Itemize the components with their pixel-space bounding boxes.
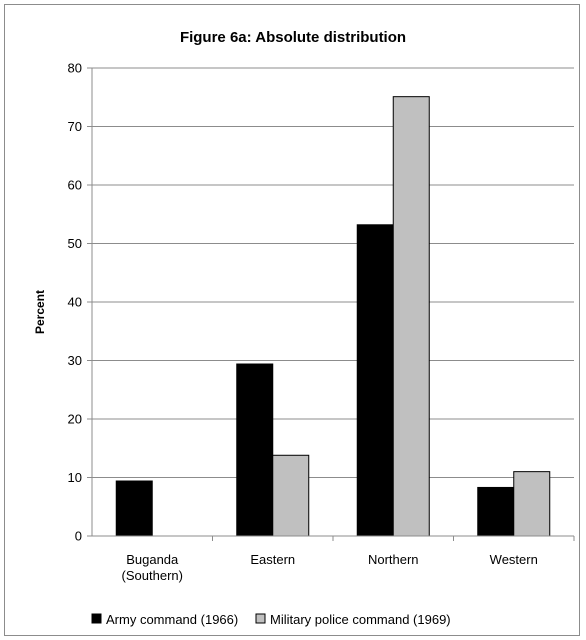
bar-military-police-2 [392,96,430,537]
bar-army-0 [115,480,153,537]
x-tick-label-line: Buganda [126,552,179,567]
x-tick-label: Northern [368,552,419,567]
x-tick-label-line: (Southern) [122,568,183,583]
bar-military-police-1 [272,454,310,537]
x-axis: Buganda (Southern) Eastern Northern Western [92,535,575,583]
bar-army-3 [477,486,515,537]
y-tick-label: 50 [68,236,82,251]
y-tick-label: 10 [68,470,82,485]
chart-title: Figure 6a: Absolute distribution [180,29,406,46]
bar-military-police-3 [513,471,551,537]
bar-army-1 [236,363,274,537]
y-tick-label: 40 [68,295,82,310]
x-tick-label: Buganda (Southern) [122,552,183,583]
legend-swatch [91,613,102,624]
x-tick-label-line: Northern [368,552,419,567]
bar-army-2 [356,224,394,537]
legend: Army command (1966) Military police comma… [91,612,451,627]
x-tick-label: Western [490,552,538,567]
x-tick-label-line: Eastern [250,552,295,567]
y-tick-label: 0 [75,529,82,544]
y-axis-label: Percent [33,290,47,334]
legend-label: Army command (1966) [106,612,238,627]
bars [115,96,551,537]
y-tick-label: 20 [68,412,82,427]
y-axis: 0 10 20 30 40 50 60 70 80 [68,61,93,544]
y-tick-label: 60 [68,178,82,193]
gridlines [92,67,574,478]
y-tick-label: 80 [68,61,82,76]
x-tick-label: Eastern [250,552,295,567]
y-tick-label: 70 [68,119,82,134]
x-tick-label-line: Western [490,552,538,567]
legend-label: Military police command (1969) [270,612,451,627]
y-tick-label: 30 [68,353,82,368]
legend-swatch [255,613,266,624]
